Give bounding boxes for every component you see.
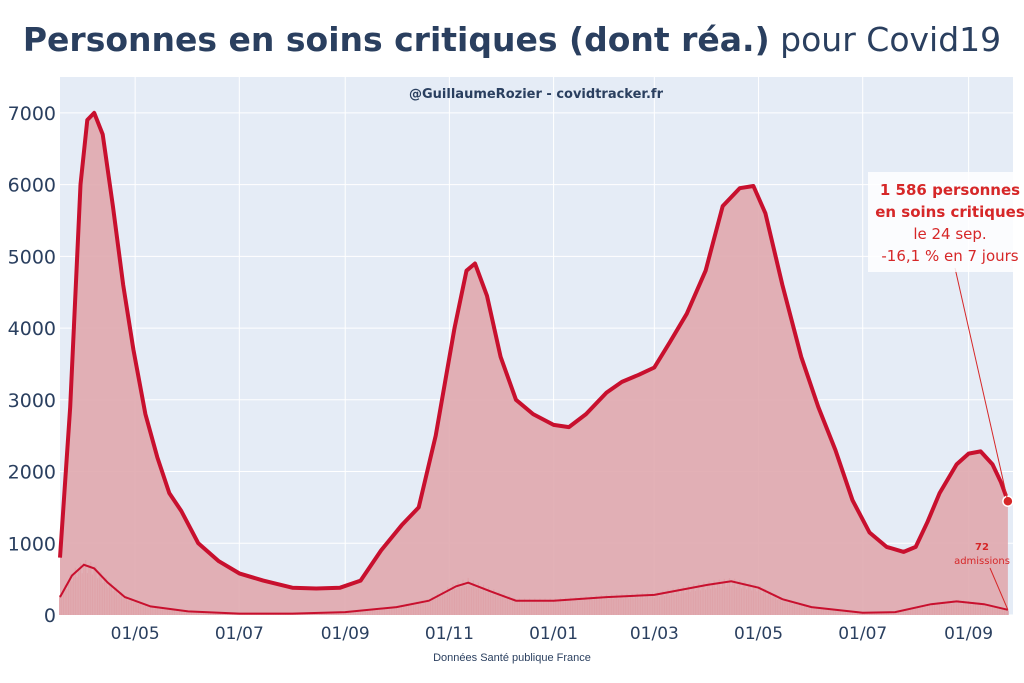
admissions-line — [59, 563, 1009, 615]
chart-title-bold: Personnes en soins critiques (dont réa.) — [22, 20, 770, 59]
annotation-background — [868, 172, 1024, 272]
chart-title: Personnes en soins critiques (dont réa.)… — [0, 20, 1024, 59]
x-axis-ticks: 01/05 01/07 01/09 01/11 01/01 01/03 01/05 01/07… — [111, 624, 993, 644]
x-tick-label: 01/01 — [529, 624, 578, 644]
chart-title-normal: pour Covid19 — [769, 20, 1002, 59]
annotation-pointer — [954, 267, 1009, 502]
critical-care-line — [58, 110, 1010, 591]
y-tick-label: 1000 — [8, 533, 56, 555]
y-tick-label: 5000 — [8, 246, 56, 268]
y-tick-label: 4000 — [8, 318, 56, 340]
chart-subtitle: @GuillaumeRozier - covidtracker.fr — [409, 87, 664, 102]
admissions-value: 72 — [975, 542, 989, 553]
admissions-pointer — [989, 567, 1009, 611]
x-tick-label: 01/05 — [111, 624, 160, 644]
x-tick-label: 01/03 — [630, 624, 679, 644]
y-axis-ticks: 0 1000 2000 3000 4000 5000 6000 7000 — [8, 103, 56, 627]
y-tick-label: 2000 — [8, 462, 56, 484]
x-tick-label: 01/07 — [838, 624, 887, 644]
last-value-annotation: 1 586 personnes en soins critiques le 24… — [868, 172, 1024, 272]
x-tick-label: 01/09 — [321, 624, 370, 644]
x-tick-label: 01/05 — [734, 624, 783, 644]
annotation-line-4: -16,1 % en 7 jours — [881, 247, 1018, 265]
x-tick-label: 01/11 — [425, 624, 474, 644]
annotation-line-2: en soins critiques — [875, 203, 1024, 221]
annotation-line-1: 1 586 personnes — [880, 181, 1020, 199]
admissions-label: admissions — [954, 556, 1010, 567]
y-tick-label: 0 — [44, 605, 56, 627]
y-tick-label: 6000 — [8, 175, 56, 197]
annotation-line-3: le 24 sep. — [913, 225, 986, 243]
y-tick-label: 3000 — [8, 390, 56, 412]
data-source: Données Santé publique France — [433, 652, 591, 664]
y-tick-label: 7000 — [8, 103, 56, 125]
x-tick-label: 01/09 — [944, 624, 993, 644]
x-tick-label: 01/07 — [215, 624, 264, 644]
